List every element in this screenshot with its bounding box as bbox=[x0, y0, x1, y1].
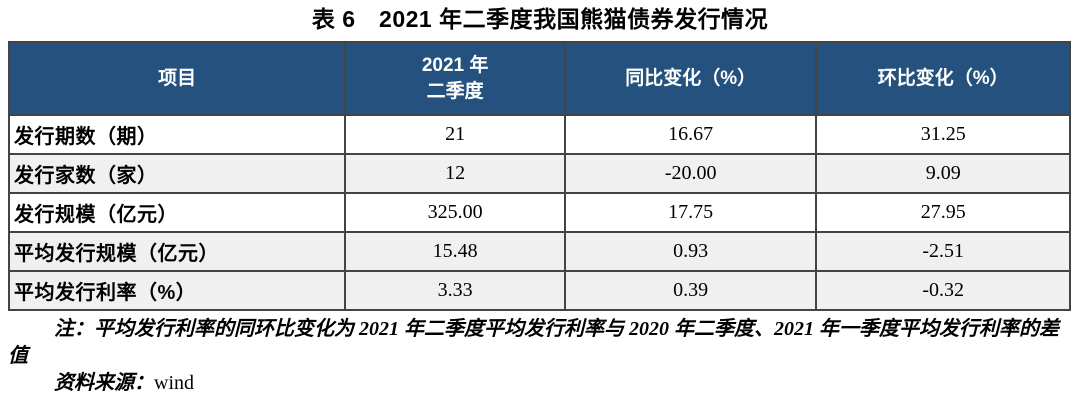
cell-yoy: 0.93 bbox=[563, 231, 818, 272]
panda-bond-issuance-table: 项目 2021 年 二季度 同比变化（%） 环比变化（%） 发行期数（期） 21… bbox=[7, 41, 1071, 311]
cell-value: 15.48 bbox=[344, 231, 566, 272]
cell-qoq: -2.51 bbox=[815, 231, 1071, 272]
note-line: 注：平均发行利率的同环比变化为 2021 年二季度平均发行利率与 2020 年二… bbox=[8, 316, 1068, 370]
table-row-issue-scale: 发行规模（亿元） 325.00 17.75 27.95 bbox=[7, 192, 1071, 233]
table-header-row: 项目 2021 年 二季度 同比变化（%） 环比变化（%） bbox=[7, 41, 1071, 116]
source-label: 资料来源： bbox=[54, 372, 154, 394]
cell-qoq: -0.32 bbox=[815, 270, 1071, 311]
footnotes: 注：平均发行利率的同环比变化为 2021 年二季度平均发行利率与 2020 年二… bbox=[8, 316, 1068, 397]
row-label: 平均发行规模（亿元） bbox=[7, 231, 347, 272]
note-label: 注： bbox=[54, 318, 94, 340]
note-text: 平均发行利率的同环比变化为 2021 年二季度平均发行利率与 2020 年二季度… bbox=[8, 318, 1059, 367]
source-value: wind bbox=[154, 372, 194, 394]
cell-yoy: 17.75 bbox=[563, 192, 818, 233]
col-header-item: 项目 bbox=[7, 41, 347, 116]
col-header-2021-q2-line1: 2021 年 bbox=[421, 54, 489, 76]
row-label: 平均发行利率（%） bbox=[7, 270, 347, 311]
row-label: 发行规模（亿元） bbox=[7, 192, 347, 233]
row-label: 发行期数（期） bbox=[7, 114, 347, 155]
cell-yoy: 0.39 bbox=[563, 270, 818, 311]
col-header-qoq-change: 环比变化（%） bbox=[815, 41, 1071, 116]
cell-yoy: -20.00 bbox=[563, 153, 818, 194]
col-header-yoy-change: 同比变化（%） bbox=[563, 41, 818, 116]
row-label: 发行家数（家） bbox=[7, 153, 347, 194]
table-row-issue-count: 发行期数（期） 21 16.67 31.25 bbox=[7, 114, 1071, 155]
source-line: 资料来源：wind bbox=[8, 370, 1068, 397]
cell-qoq: 31.25 bbox=[815, 114, 1071, 155]
cell-value: 21 bbox=[344, 114, 566, 155]
col-header-2021-q2: 2021 年 二季度 bbox=[344, 41, 566, 116]
cell-value: 3.33 bbox=[344, 270, 566, 311]
cell-qoq: 27.95 bbox=[815, 192, 1071, 233]
table-title: 表 6 2021 年二季度我国熊猫债券发行情况 bbox=[311, 6, 769, 32]
table-row-avg-issue-scale: 平均发行规模（亿元） 15.48 0.93 -2.51 bbox=[7, 231, 1071, 272]
cell-yoy: 16.67 bbox=[563, 114, 818, 155]
cell-qoq: 9.09 bbox=[815, 153, 1071, 194]
table-row-issuer-count: 发行家数（家） 12 -20.00 9.09 bbox=[7, 153, 1071, 194]
cell-value: 12 bbox=[344, 153, 566, 194]
cell-value: 325.00 bbox=[344, 192, 566, 233]
col-header-2021-q2-line2: 二季度 bbox=[426, 80, 484, 102]
table-row-avg-issue-rate: 平均发行利率（%） 3.33 0.39 -0.32 bbox=[7, 270, 1071, 311]
